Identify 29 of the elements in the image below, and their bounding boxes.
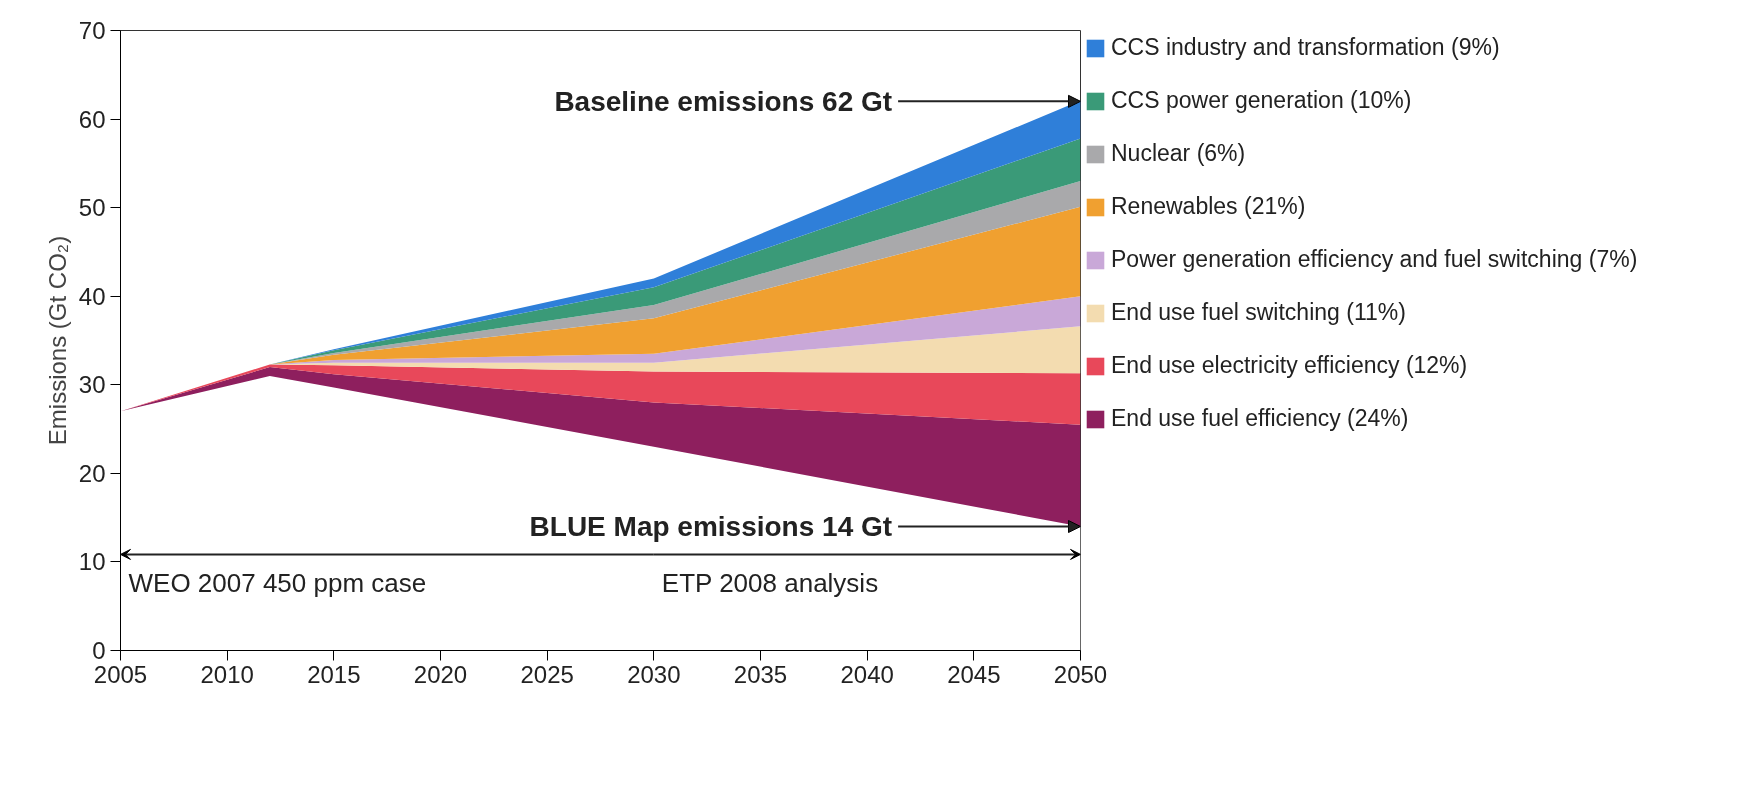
x-tick-label: 2010 xyxy=(200,660,254,688)
x-tick-label: 2035 xyxy=(733,660,788,688)
annotation: WEO 2007 450 ppm case xyxy=(128,568,427,599)
y-tick-label: 70 xyxy=(78,17,106,44)
y-tick-label: 40 xyxy=(78,282,106,310)
y-axis-title: Emissions (Gt CO₂) xyxy=(43,235,71,446)
y-tick-label: 20 xyxy=(78,459,106,487)
legend-label: CCS power generation (10%) xyxy=(1111,87,1412,114)
y-tick-label: 30 xyxy=(78,371,106,399)
x-tick-label: 2025 xyxy=(520,660,574,688)
y-tick-label: 50 xyxy=(78,194,106,222)
legend-label: CCS industry and transformation (9%) xyxy=(1111,34,1500,61)
x-tick-label: 2015 xyxy=(307,660,361,688)
legend-label: End use electricity efficiency (12%) xyxy=(1111,352,1468,379)
legend-label: Power generation efficiency and fuel switching (7%) xyxy=(1111,246,1638,273)
legend-label: Renewables (21%) xyxy=(1111,193,1306,220)
x-tick-label: 2040 xyxy=(840,660,894,688)
x-tick-label: 2050 xyxy=(1053,660,1108,688)
x-tick-label: 2045 xyxy=(947,660,1001,688)
y-tick-label: 60 xyxy=(78,105,106,133)
x-tick-label: 2030 xyxy=(627,660,681,688)
annotation: Baseline emissions 62 Gt xyxy=(554,85,893,117)
y-tick-label: 10 xyxy=(78,548,106,576)
annotation: BLUE Map emissions 14 Gt xyxy=(529,511,893,542)
x-tick-label: 2020 xyxy=(413,660,468,688)
legend-label: Nuclear (6%) xyxy=(1111,140,1246,167)
legend-label: End use fuel efficiency (24%) xyxy=(1111,405,1409,432)
legend-label: End use fuel switching (11%) xyxy=(1111,299,1406,326)
annotation: ETP 2008 analysis xyxy=(661,568,879,599)
